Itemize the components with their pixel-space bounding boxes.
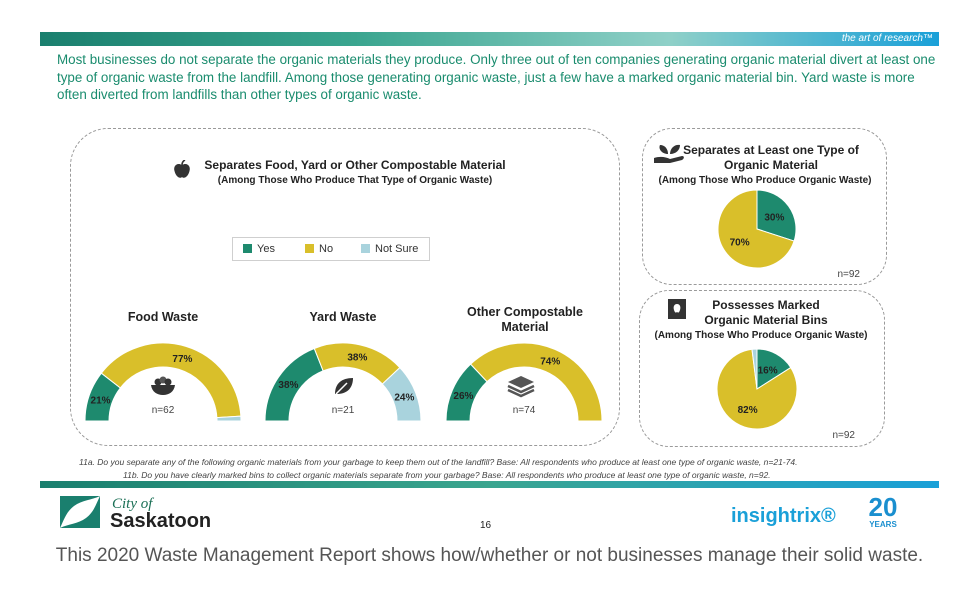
pie-1-n: n=92 <box>832 430 855 441</box>
pie-1-label-0: 16% <box>758 366 778 377</box>
legend-no: No <box>305 243 333 255</box>
insightrix-logo: insightrix® <box>731 505 836 527</box>
gauge-2-label-0: 26% <box>453 391 473 402</box>
pie-charts: 30% 70% n=92 16% 82% n=92 <box>716 189 860 441</box>
image-caption: This 2020 Waste Management Report shows … <box>55 545 924 566</box>
saskatoon-text: Saskatoon <box>110 510 212 532</box>
gauge-1-label-0: 38% <box>278 380 298 391</box>
plant-hand-icon <box>654 144 684 163</box>
gauge-title-food: Food Waste <box>127 310 199 324</box>
bins-title: Possesses Marked Organic Material Bins (… <box>645 298 877 343</box>
gauge-2-n: n=74 <box>513 405 536 416</box>
leaf-icon <box>335 378 353 395</box>
gauge-1-label-1: 38% <box>347 353 367 364</box>
apple-icon <box>174 160 190 178</box>
footnote-11b: 11b. Do you have clearly marked bins to … <box>123 470 771 480</box>
bins-panel <box>639 290 885 447</box>
food-bowl-icon <box>151 376 175 395</box>
left-panel <box>70 128 620 446</box>
bottom-banner <box>40 481 939 488</box>
pie-0-slice-0 <box>756 189 797 242</box>
gauge-2-segment-1 <box>469 342 603 422</box>
gauge-0-label-0: 21% <box>91 396 111 407</box>
pie-0-label-1: 70% <box>730 238 750 249</box>
pie-0-label-0: 30% <box>764 212 784 223</box>
pie-1-slice-2 <box>751 348 758 390</box>
layers-icon <box>507 376 535 398</box>
saskatoon-logo-icon <box>60 496 100 528</box>
pie-0-slice-1 <box>717 189 795 269</box>
left-panel-title: Separates Food, Yard or Other Compostabl… <box>190 158 520 188</box>
anniversary-number: 20 <box>868 492 898 522</box>
top-banner <box>40 32 939 46</box>
gauge-title-yard: Yard Waste <box>309 310 377 324</box>
bins-title-text: Possesses Marked Organic Material Bins <box>704 298 828 327</box>
anniversary-logo: 20 YEARS <box>862 494 904 530</box>
legend-yes: Yes <box>243 243 275 255</box>
gauge-1-n: n=21 <box>332 405 355 416</box>
legend-yes-label: Yes <box>257 243 275 255</box>
gauge-1-segment-2 <box>381 366 422 422</box>
separates-panel <box>642 128 887 285</box>
gauge-1-label-2: 24% <box>394 393 414 404</box>
separates-subtitle: (Among Those Who Produce Organic Waste) <box>658 175 872 186</box>
gauge-0-label-1: 77% <box>172 354 192 365</box>
anniversary-years: YEARS <box>869 520 897 529</box>
left-title-text: Separates Food, Yard or Other Compostabl… <box>204 158 506 172</box>
legend: Yes No Not Sure <box>232 237 430 261</box>
page-number: 16 <box>480 520 492 531</box>
gauge-2-label-1: 74% <box>540 356 560 367</box>
separates-title: Separates at Least one Type of Organic M… <box>650 143 880 188</box>
gauge-0-n: n=62 <box>152 405 175 416</box>
footnote-11a: 11a. Do you separate any of the followin… <box>79 457 798 467</box>
bins-subtitle: (Among Those Who Produce Organic Waste) <box>654 330 868 341</box>
pie-0-n: n=92 <box>837 269 860 280</box>
city-of-text: City of <box>112 496 153 512</box>
pie-1-label-1: 82% <box>738 405 758 416</box>
legend-no-label: No <box>319 243 334 255</box>
left-subtitle-text: (Among Those Who Produce That Type of Or… <box>217 175 493 186</box>
gauge-charts: 21% 77% n=62 38% 38% 24% n=21 26% 74% n=74 <box>84 342 603 422</box>
separates-title-text: Separates at Least one Type of Organic M… <box>683 143 859 172</box>
gauge-0-segment-2 <box>216 415 242 422</box>
tagline: the art of research™ <box>841 33 933 44</box>
legend-not-sure: Not Sure <box>361 243 418 255</box>
gauge-title-other: Other Compostable Material <box>467 305 583 334</box>
bin-icon <box>668 299 686 319</box>
intro-text: Most businesses do not separate the orga… <box>57 52 936 102</box>
pie-1-slice-1 <box>716 348 798 430</box>
legend-not-sure-label: Not Sure <box>375 243 419 255</box>
